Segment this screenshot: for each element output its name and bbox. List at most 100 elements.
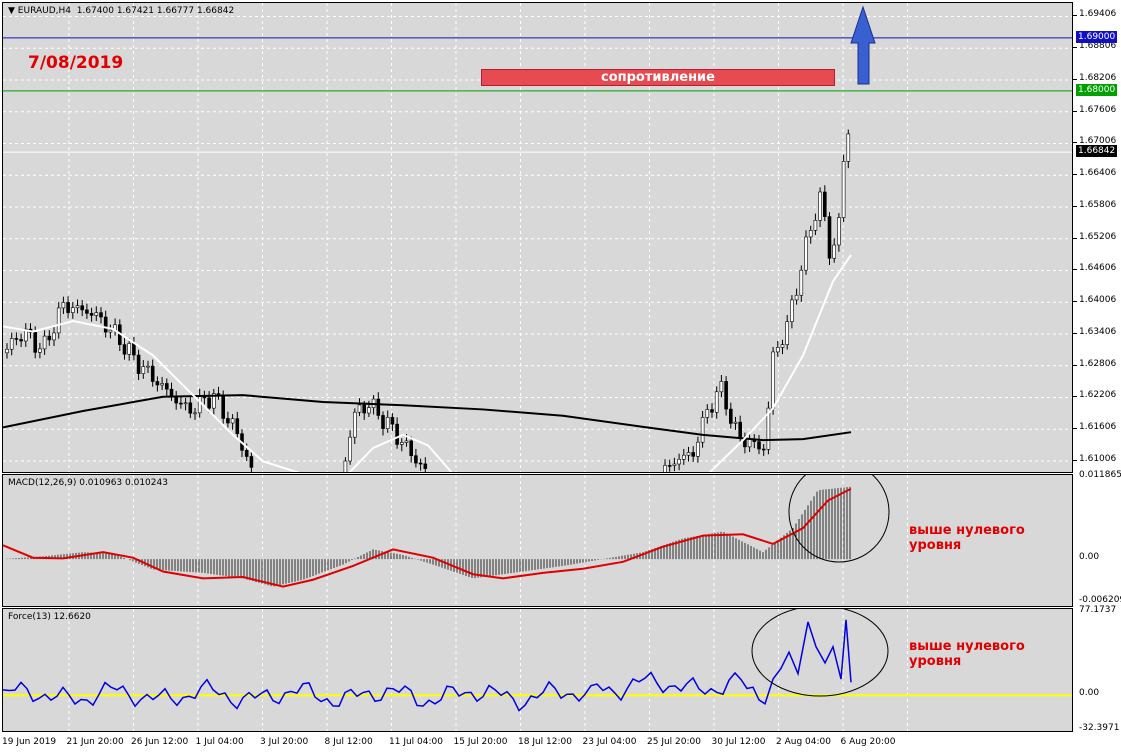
candle-body — [5, 348, 9, 354]
price-tick-mark — [1073, 459, 1077, 461]
price-tick-mark — [1073, 78, 1077, 80]
candle-body — [23, 328, 28, 342]
ma-slow-line — [3, 394, 852, 442]
price-tick-mark — [1073, 301, 1077, 303]
price-tick-label: 1.65806 — [1079, 199, 1117, 210]
up-arrow-icon — [850, 5, 876, 85]
macd-tick-label: 0.011865 — [1079, 470, 1121, 481]
date-annotation: 7/08/2019 — [28, 53, 124, 73]
macd-axis[interactable]: 0.011865 0.00 -0.006209 — [1073, 470, 1121, 607]
time-tick-label: 8 Jul 12:00 — [324, 737, 373, 747]
time-tick-label: 11 Jul 04:00 — [389, 737, 443, 747]
price-tick-mark — [1073, 428, 1077, 430]
candle-body — [775, 347, 780, 353]
price-tick-label: 1.65206 — [1079, 231, 1117, 242]
force-tick-label: -32.3971 — [1079, 723, 1120, 734]
candle-body — [75, 305, 80, 309]
time-tick-label: 30 Jul 12:00 — [711, 737, 766, 747]
candle-body — [362, 404, 367, 414]
price-axis[interactable]: 1.69406 1.68806 1.68206 1.67606 1.67006 1.664… — [1073, 2, 1121, 473]
macd-note-line-1: выше нулевого — [909, 523, 1025, 538]
candle-body — [169, 388, 174, 397]
candle-body — [235, 418, 240, 434]
macd-signal-line — [3, 487, 852, 588]
candle-body — [150, 365, 155, 382]
price-tick-label: 1.62806 — [1079, 358, 1117, 369]
macd-tick-label: 0.00 — [1079, 552, 1100, 563]
time-axis[interactable]: 19 Jun 2019 21 Jun 20:00 26 Jun 12:00 1 Jul… — [0, 733, 1121, 752]
price-tick-mark — [1073, 47, 1077, 49]
price-tick-label: 1.68806 — [1079, 41, 1117, 52]
candle-body — [348, 436, 352, 462]
candle-body — [19, 339, 23, 342]
ma-fast-line — [3, 320, 301, 472]
price-tick-label: 1.64606 — [1079, 263, 1117, 274]
level-price-box-2: 1.66842 — [1076, 145, 1118, 158]
price-chart-panel[interactable]: ▼ EURAUD,H4 1.67400 1.67421 1.66777 1.66… — [2, 2, 1073, 473]
time-tick-label: 23 Jul 04:00 — [582, 737, 637, 747]
candle-body — [381, 415, 385, 429]
price-tick-mark — [1073, 205, 1077, 207]
candle-body — [813, 220, 818, 231]
candle-body — [9, 338, 14, 350]
candle-body — [808, 230, 813, 238]
candle-body — [686, 452, 691, 456]
candle-body — [230, 418, 235, 424]
candle-body — [399, 442, 404, 445]
price-tick-label: 1.66406 — [1079, 168, 1117, 179]
candle-body — [733, 421, 738, 424]
candle-body — [771, 351, 775, 409]
candle-body — [710, 409, 714, 413]
macd-panel[interactable]: MACD(12,26,9) 0.010963 0.010243 выше нул… — [2, 474, 1073, 607]
price-tick-label: 1.68206 — [1079, 72, 1117, 83]
candle-body — [818, 191, 822, 221]
candle-body — [212, 393, 216, 409]
force-axis[interactable]: 77.1737 0.00 -32.3971 — [1073, 605, 1121, 734]
candle-body — [841, 161, 846, 218]
macd-header: MACD(12,26,9) 0.010963 0.010243 — [8, 478, 168, 488]
candle-body — [71, 307, 75, 313]
candle-body — [47, 335, 52, 341]
price-tick-mark — [1073, 110, 1077, 112]
candle-body — [52, 332, 56, 341]
price-tick-label: 1.61006 — [1079, 453, 1117, 464]
price-tick-label: 1.62206 — [1079, 390, 1117, 401]
dropdown-triangle-icon[interactable]: ▼ — [8, 6, 15, 16]
candle-body — [804, 236, 808, 271]
candle-body — [790, 299, 794, 322]
candle-body — [183, 402, 188, 405]
price-tick-label: 1.69406 — [1079, 9, 1117, 20]
time-tick-label: 15 Jul 20:00 — [453, 737, 508, 747]
candle-body — [179, 402, 183, 405]
candle-body — [404, 440, 409, 443]
candle-body — [799, 269, 804, 296]
macd-tick-label: -0.006209 — [1079, 594, 1121, 605]
candle-body — [780, 344, 785, 348]
candle-body — [681, 454, 686, 460]
force-panel[interactable]: Force(13) 12.6620 выше нулевого уровня — [2, 608, 1073, 732]
price-tick-mark — [1073, 237, 1077, 239]
time-tick-label: 3 Jul 20:00 — [260, 737, 309, 747]
candle-body — [719, 381, 724, 393]
candle-body — [136, 354, 141, 374]
level-price-box-1: 1.68000 — [1076, 83, 1118, 96]
time-tick-label: 26 Jun 12:00 — [131, 737, 189, 747]
force-line — [3, 619, 852, 712]
candle-body — [155, 381, 160, 386]
candle-body — [99, 312, 103, 318]
candle-body — [38, 348, 42, 353]
candle-body — [705, 409, 710, 418]
candle-body — [747, 438, 752, 448]
candle-body — [56, 307, 61, 334]
candle-body — [714, 391, 719, 413]
force-tick-label: 0.00 — [1079, 688, 1100, 699]
candle-body — [127, 343, 131, 355]
candle-body — [357, 404, 362, 413]
macd-note: выше нулевого уровня — [909, 523, 1025, 553]
force-note-line-1: выше нулевого — [909, 639, 1025, 654]
candle-body — [42, 335, 47, 350]
time-tick-label: 21 Jun 20:00 — [66, 737, 124, 747]
candle-body — [221, 394, 225, 419]
price-tick-mark — [1073, 142, 1077, 144]
ma-fast-line-3 — [708, 254, 852, 472]
